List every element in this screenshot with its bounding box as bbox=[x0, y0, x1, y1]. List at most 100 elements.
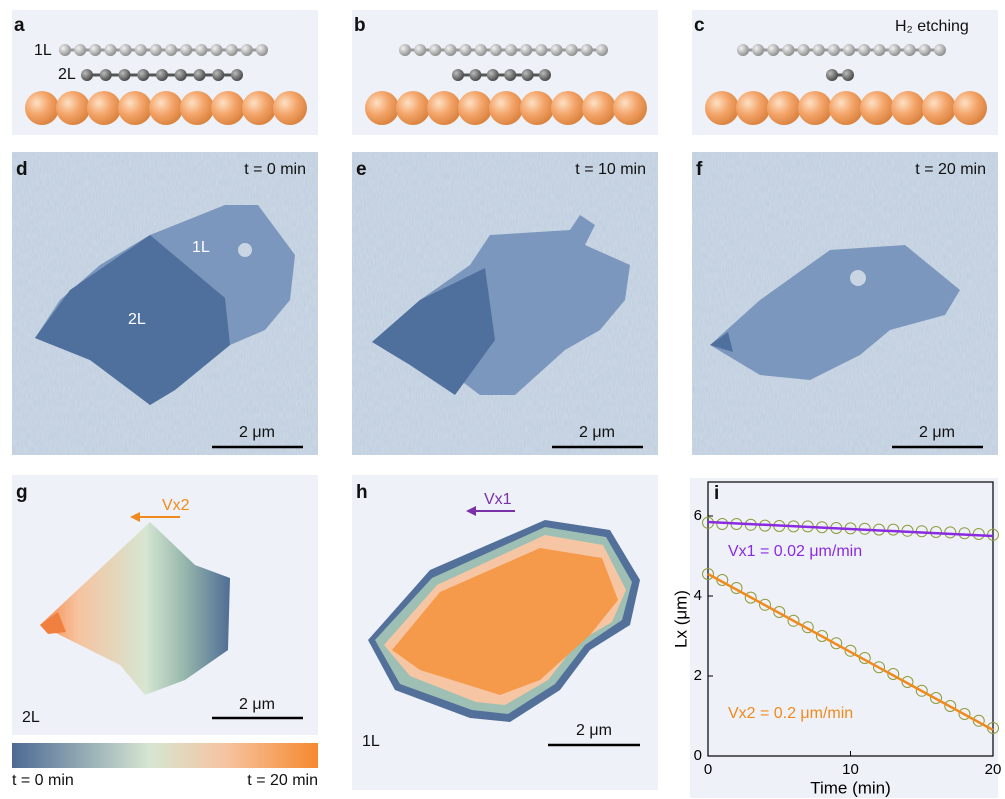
substrate-atom bbox=[705, 91, 739, 125]
substrate-atom bbox=[87, 91, 121, 125]
figure: a b c 1L 2L H₂ etching d e f t = 0 min t… bbox=[0, 0, 1005, 799]
atom bbox=[520, 44, 532, 56]
substrate-atom bbox=[736, 91, 770, 125]
maps bbox=[12, 475, 658, 790]
atom bbox=[813, 44, 825, 56]
colorbar-label: t = 0 min bbox=[12, 772, 74, 789]
atom bbox=[120, 44, 132, 56]
scale-label: 2 μm bbox=[239, 424, 275, 441]
atom bbox=[100, 69, 112, 81]
atom bbox=[828, 44, 840, 56]
hole bbox=[850, 270, 866, 286]
atom bbox=[475, 44, 487, 56]
atom bbox=[858, 44, 870, 56]
layer-label: 2L bbox=[22, 709, 40, 726]
substrate-atom bbox=[613, 91, 647, 125]
x-tick-label: 10 bbox=[842, 761, 859, 778]
panel-label: a bbox=[14, 15, 25, 36]
atom bbox=[490, 44, 502, 56]
atom bbox=[551, 44, 563, 56]
afm-images bbox=[12, 152, 998, 455]
substrate-atom bbox=[551, 91, 585, 125]
atom bbox=[452, 69, 464, 81]
layer-label: 1L bbox=[34, 42, 52, 59]
colorbar bbox=[12, 743, 318, 768]
substrate-atom bbox=[149, 91, 183, 125]
atom bbox=[904, 44, 916, 56]
layer-label: 1L bbox=[362, 733, 380, 750]
atom bbox=[137, 69, 149, 81]
substrate-atom bbox=[953, 91, 987, 125]
time-label: t = 20 min bbox=[915, 161, 986, 178]
atom bbox=[241, 44, 253, 56]
arrow-label: Vx1 bbox=[484, 491, 512, 508]
atom bbox=[59, 44, 71, 56]
atom bbox=[74, 44, 86, 56]
atom bbox=[119, 69, 131, 81]
substrate-atom bbox=[891, 91, 925, 125]
layer-label: 2L bbox=[128, 311, 146, 328]
atom bbox=[195, 44, 207, 56]
atom bbox=[469, 69, 481, 81]
y-tick-label: 6 bbox=[694, 507, 702, 524]
arrow-label: Vx2 bbox=[162, 497, 190, 514]
substrate-atom bbox=[365, 91, 399, 125]
y-tick-label: 2 bbox=[694, 667, 702, 684]
atom bbox=[135, 44, 147, 56]
atom bbox=[934, 44, 946, 56]
substrate-atom bbox=[860, 91, 894, 125]
substrate-atom bbox=[798, 91, 832, 125]
colorbar-label: t = 20 min bbox=[247, 772, 318, 789]
atom bbox=[842, 69, 854, 81]
substrate-atom bbox=[273, 91, 307, 125]
atom bbox=[539, 69, 551, 81]
atom bbox=[429, 44, 441, 56]
substrate-atom bbox=[427, 91, 461, 125]
panel-label: c bbox=[694, 15, 705, 36]
atom bbox=[737, 44, 749, 56]
atom bbox=[522, 69, 534, 81]
substrate-atom bbox=[56, 91, 90, 125]
panel-label: b bbox=[354, 15, 366, 36]
atom bbox=[752, 44, 764, 56]
substrate-atom bbox=[829, 91, 863, 125]
x-axis-label: Time (min) bbox=[810, 778, 891, 797]
annotation: Vx2 = 0.2 μm/min bbox=[728, 705, 853, 722]
panel-bg bbox=[690, 478, 998, 798]
x-tick-label: 0 bbox=[704, 761, 712, 778]
substrate-atom bbox=[396, 91, 430, 125]
panel-label: h bbox=[356, 482, 368, 503]
substrate-atom bbox=[242, 91, 276, 125]
atom bbox=[919, 44, 931, 56]
substrate-atom bbox=[520, 91, 554, 125]
hole bbox=[238, 243, 252, 257]
atom bbox=[231, 69, 243, 81]
atom bbox=[581, 44, 593, 56]
atom bbox=[81, 69, 93, 81]
y-tick-label: 0 bbox=[694, 747, 702, 764]
atom bbox=[566, 44, 578, 56]
atom bbox=[256, 44, 268, 56]
atom bbox=[782, 44, 794, 56]
substrate-atom bbox=[211, 91, 245, 125]
panel-label: i bbox=[714, 483, 719, 504]
atom bbox=[596, 44, 608, 56]
atom bbox=[798, 44, 810, 56]
atom bbox=[505, 44, 517, 56]
atom bbox=[156, 69, 168, 81]
atom bbox=[211, 44, 223, 56]
y-tick-label: 4 bbox=[694, 587, 702, 604]
atom bbox=[150, 44, 162, 56]
substrate-atom bbox=[25, 91, 59, 125]
substrate-atom bbox=[767, 91, 801, 125]
atom bbox=[535, 44, 547, 56]
atom bbox=[89, 44, 101, 56]
atom bbox=[767, 44, 779, 56]
y-axis-label: Lx (μm) bbox=[671, 590, 690, 648]
atom bbox=[889, 44, 901, 56]
panel-label: g bbox=[16, 482, 28, 503]
layer-label: 1L bbox=[192, 239, 210, 256]
substrate-atom bbox=[180, 91, 214, 125]
atom bbox=[104, 44, 116, 56]
atom bbox=[212, 69, 224, 81]
